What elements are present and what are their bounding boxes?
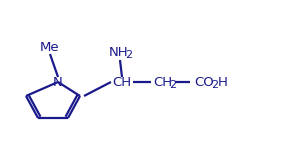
Text: H: H xyxy=(218,76,228,88)
Text: CH: CH xyxy=(153,76,173,88)
Text: 2: 2 xyxy=(169,80,176,90)
Text: CH: CH xyxy=(112,76,132,88)
Text: NH: NH xyxy=(109,46,129,59)
Text: 2: 2 xyxy=(211,80,219,90)
Text: 2: 2 xyxy=(125,50,133,60)
Text: Me: Me xyxy=(40,41,60,54)
Text: CO: CO xyxy=(194,76,214,88)
Text: N: N xyxy=(53,76,63,88)
